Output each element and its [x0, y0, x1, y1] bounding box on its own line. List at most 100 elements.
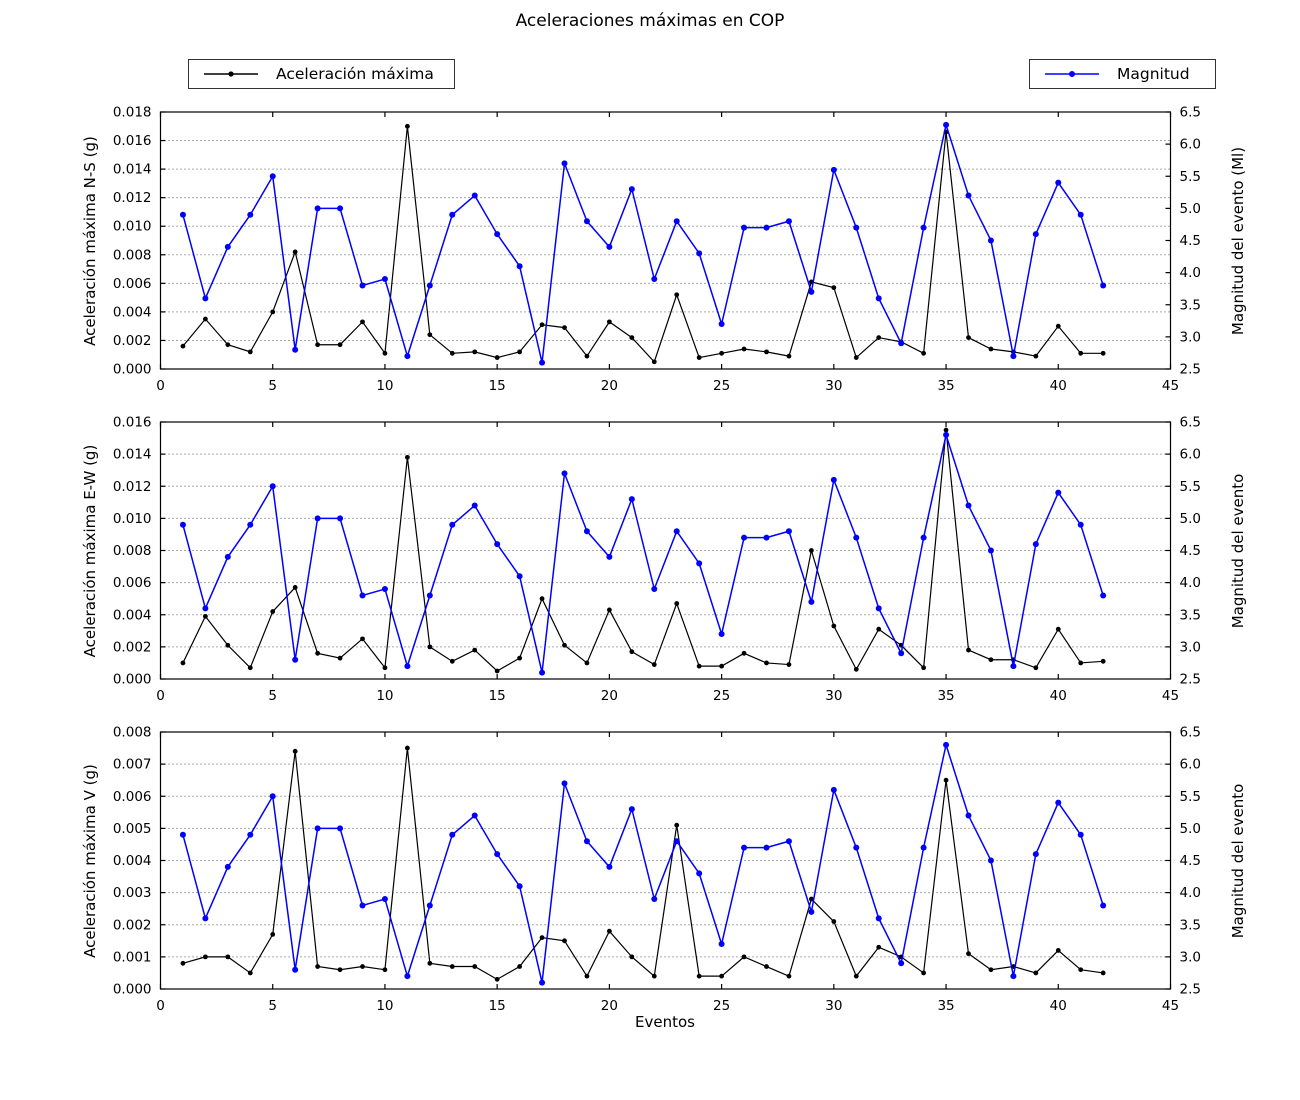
acceleration-point	[966, 647, 971, 653]
y-tick-label: 0.012	[113, 190, 152, 206]
acceleration-point	[337, 655, 343, 661]
magnitude-point	[943, 431, 950, 438]
magnitude-point	[179, 831, 186, 838]
y-tick-label: 0.000	[113, 982, 152, 998]
magnitude-point	[359, 902, 366, 909]
acceleration-point	[449, 964, 455, 969]
magnitude-point	[516, 573, 523, 580]
x-tick-label: 40	[1050, 998, 1067, 1014]
magnitude-point	[247, 521, 254, 528]
magnitude-point	[449, 521, 456, 528]
magnitude-point	[337, 515, 344, 522]
acceleration-point	[517, 349, 523, 355]
magnitude-point	[943, 121, 950, 128]
magnitude-point	[269, 793, 276, 800]
magnitude-point	[381, 896, 388, 903]
y-tick-label: 0.016	[113, 133, 152, 149]
y-tick-label: 0.018	[113, 105, 152, 121]
acceleration-point	[988, 967, 994, 973]
acceleration-point	[853, 666, 859, 672]
magnitude-point	[471, 502, 478, 509]
acceleration-point	[1033, 353, 1039, 359]
magnitude-point	[179, 521, 186, 528]
magnitude-line	[182, 431, 1104, 673]
acceleration-point	[315, 342, 321, 348]
magnitude-point	[494, 231, 501, 238]
magnitude-point	[875, 295, 882, 302]
y-tick-label: 0.002	[113, 639, 152, 655]
acceleration-point	[1033, 970, 1039, 976]
acceleration-point	[606, 319, 612, 325]
legend-acceleration: Aceleración máxima	[188, 59, 455, 89]
magnitude-point	[898, 960, 905, 967]
magnitude-point	[1032, 231, 1039, 238]
legend-magnitude-label: Magnitud	[1117, 65, 1190, 83]
x-tick-label: 20	[601, 378, 618, 394]
acceleration-point	[225, 342, 231, 348]
magnitude-line	[182, 121, 1104, 363]
magnitude-point	[381, 586, 388, 593]
magnitude-point	[965, 502, 972, 509]
y2-tick-label: 3.0	[1180, 329, 1201, 345]
y-tick-label: 0.004	[113, 304, 152, 320]
magnitude-point	[224, 863, 231, 870]
acceleration-point	[494, 355, 500, 360]
y-tick-label: 0.014	[113, 447, 152, 463]
acceleration-point	[539, 935, 545, 940]
acceleration-point	[1033, 665, 1039, 671]
magnitude-point	[853, 534, 860, 541]
acceleration-point	[562, 642, 567, 648]
x-tick-label: 20	[601, 688, 618, 704]
acceleration-point	[472, 647, 478, 653]
acceleration-point	[494, 976, 500, 982]
y2-tick-label: 5.5	[1180, 789, 1201, 805]
magnitude-point	[583, 528, 590, 535]
magnitude-point	[202, 605, 209, 612]
magnitude-point	[359, 282, 366, 289]
acceleration-point	[202, 613, 208, 619]
magnitude-point	[830, 786, 837, 793]
magnitude-point	[696, 870, 703, 877]
x-tick-label: 40	[1050, 688, 1067, 704]
magnitude-point	[785, 838, 792, 845]
acceleration-point	[472, 964, 478, 969]
y2-tick-label: 6.5	[1180, 105, 1201, 121]
magnitude-point	[224, 553, 231, 560]
acceleration-point	[876, 335, 882, 340]
acceleration-point	[719, 663, 725, 669]
acceleration-point	[337, 342, 343, 348]
x-tick-label: 0	[156, 998, 165, 1014]
magnitude-line	[182, 741, 1104, 983]
y-tick-label: 0.002	[113, 917, 152, 933]
magnitude-point	[987, 547, 994, 554]
x-tick-label: 0	[156, 688, 165, 704]
acceleration-point	[360, 964, 365, 969]
x-axis-label: Eventos	[635, 1013, 695, 1031]
magnitude-point	[898, 340, 905, 347]
magnitude-point	[718, 631, 725, 638]
magnitude-point	[987, 857, 994, 864]
magnitude-point	[247, 211, 254, 218]
acceleration-point	[562, 938, 567, 944]
acceleration-point	[853, 973, 859, 979]
acceleration-point	[382, 967, 388, 973]
x-tick-label: 15	[489, 998, 506, 1014]
x-tick-label: 10	[376, 688, 393, 704]
acceleration-point	[921, 350, 927, 356]
y2-tick-label: 4.5	[1180, 233, 1201, 249]
y-tick-label: 0.010	[113, 219, 152, 235]
magnitude-point	[269, 483, 276, 490]
y-tick-label: 0.012	[113, 479, 152, 495]
magnitude-point	[381, 276, 388, 283]
acceleration-point	[247, 349, 253, 355]
y-tick-label: 0.006	[113, 789, 152, 805]
acceleration-point	[404, 454, 410, 460]
magnitude-point	[471, 812, 478, 819]
x-tick-label: 35	[937, 998, 954, 1014]
acceleration-point	[225, 642, 231, 648]
y-tick-label: 0.014	[113, 162, 152, 178]
x-tick-label: 45	[1162, 688, 1179, 704]
magnitude-point	[583, 838, 590, 845]
y-axis-label-ew: Aceleración máxima E-W (g)	[81, 444, 99, 658]
acceleration-point	[1055, 626, 1061, 632]
